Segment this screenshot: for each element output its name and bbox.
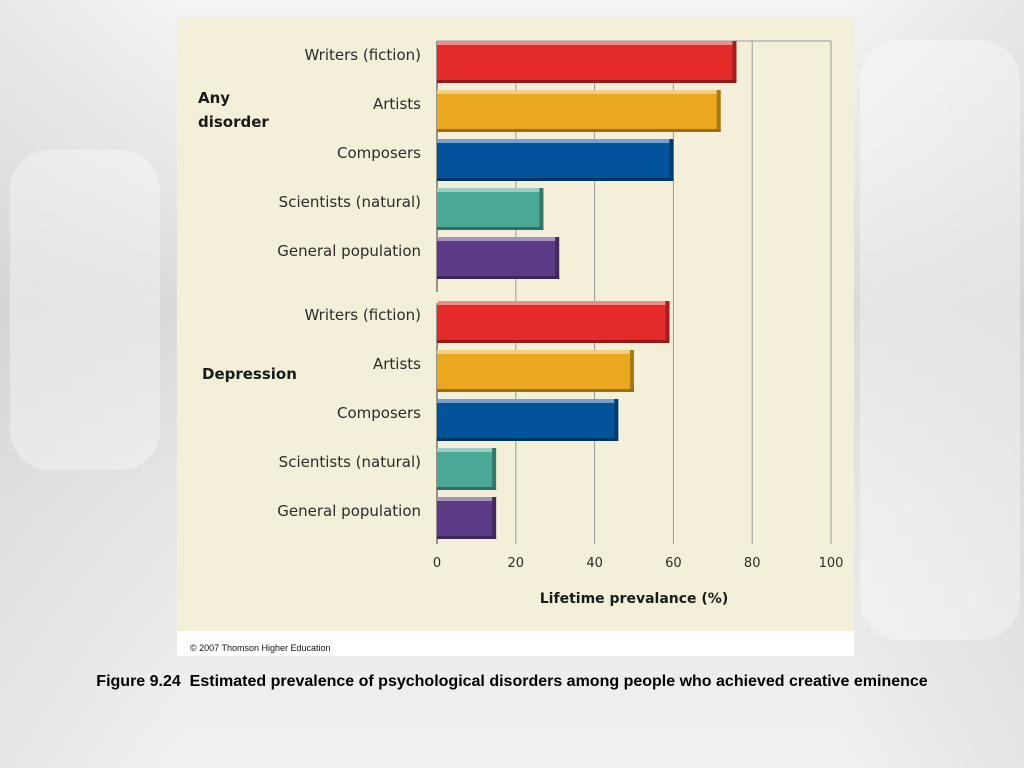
category-label: Composers: [337, 404, 421, 422]
group-label: Any: [198, 89, 230, 107]
copyright-strip: [177, 631, 854, 656]
background-shape-right: [860, 40, 1020, 640]
bar: [437, 139, 674, 181]
bar-highlight: [437, 350, 634, 354]
bar-highlight: [437, 399, 619, 403]
bar-shadow: [437, 227, 544, 230]
figure-panel: 0 20 40 60 80 100 Lifetime prevalance (%) Write…: [177, 17, 854, 656]
bar-edge: [630, 350, 634, 392]
x-tick-label: 40: [586, 556, 603, 571]
category-label: General population: [277, 242, 421, 260]
bar-shadow: [437, 536, 497, 539]
bar: [437, 301, 670, 343]
category-label: Artists: [373, 355, 421, 373]
bar: [437, 41, 737, 83]
bar-highlight: [437, 188, 544, 192]
bar-shadow: [437, 178, 674, 181]
x-tick-label: 60: [665, 556, 682, 571]
bar-edge: [539, 188, 544, 230]
bar-shadow: [437, 487, 497, 490]
group-label: Depression: [202, 365, 297, 383]
category-label: Scientists (natural): [279, 453, 421, 471]
x-tick-label: 0: [433, 556, 441, 571]
bar-edge: [614, 399, 619, 441]
bar-shadow: [437, 129, 721, 132]
bar: [437, 399, 619, 441]
category-label: General population: [277, 502, 421, 520]
bar: [437, 448, 497, 490]
bar-edge: [492, 497, 497, 539]
x-tick-label: 20: [508, 556, 525, 571]
bar-highlight: [437, 301, 670, 305]
bar-shadow: [437, 438, 619, 441]
bar-highlight: [437, 237, 560, 241]
background-shape-left: [10, 150, 160, 470]
copyright-text: © 2007 Thomson Higher Education: [190, 643, 331, 653]
bar: [437, 90, 721, 132]
bar: [437, 188, 544, 230]
bar-chart: 0 20 40 60 80 100 Lifetime prevalance (%) Write…: [198, 40, 844, 607]
bar-shadow: [437, 276, 560, 279]
bar: [437, 497, 497, 539]
x-tick-label: 100: [819, 556, 844, 571]
x-axis-label: Lifetime prevalance (%): [540, 591, 728, 607]
bar: [437, 350, 634, 392]
bar-highlight: [437, 139, 674, 143]
bar-highlight: [437, 497, 497, 501]
bar-edge: [716, 90, 721, 132]
category-label: Scientists (natural): [279, 193, 421, 211]
bar-edge: [732, 41, 737, 83]
bar-highlight: [437, 448, 497, 452]
bar-highlight: [437, 41, 737, 45]
bar-edge: [665, 301, 670, 343]
bar: [437, 237, 560, 279]
bar-shadow: [437, 80, 737, 83]
bar-shadow: [437, 340, 670, 343]
group-label: disorder: [198, 113, 269, 131]
bar-edge: [555, 237, 560, 279]
bar-shadow: [437, 389, 634, 392]
category-label: Writers (fiction): [305, 306, 421, 324]
bar-edge: [492, 448, 497, 490]
axis-break: [436, 292, 438, 303]
figure-caption: Figure 9.24 Estimated prevalence of psyc…: [96, 673, 928, 690]
category-label: Writers (fiction): [305, 46, 421, 64]
bar-highlight: [437, 90, 721, 94]
category-label: Artists: [373, 95, 421, 113]
category-label: Composers: [337, 144, 421, 162]
x-tick-label: 80: [744, 556, 761, 571]
bar-edge: [669, 139, 674, 181]
